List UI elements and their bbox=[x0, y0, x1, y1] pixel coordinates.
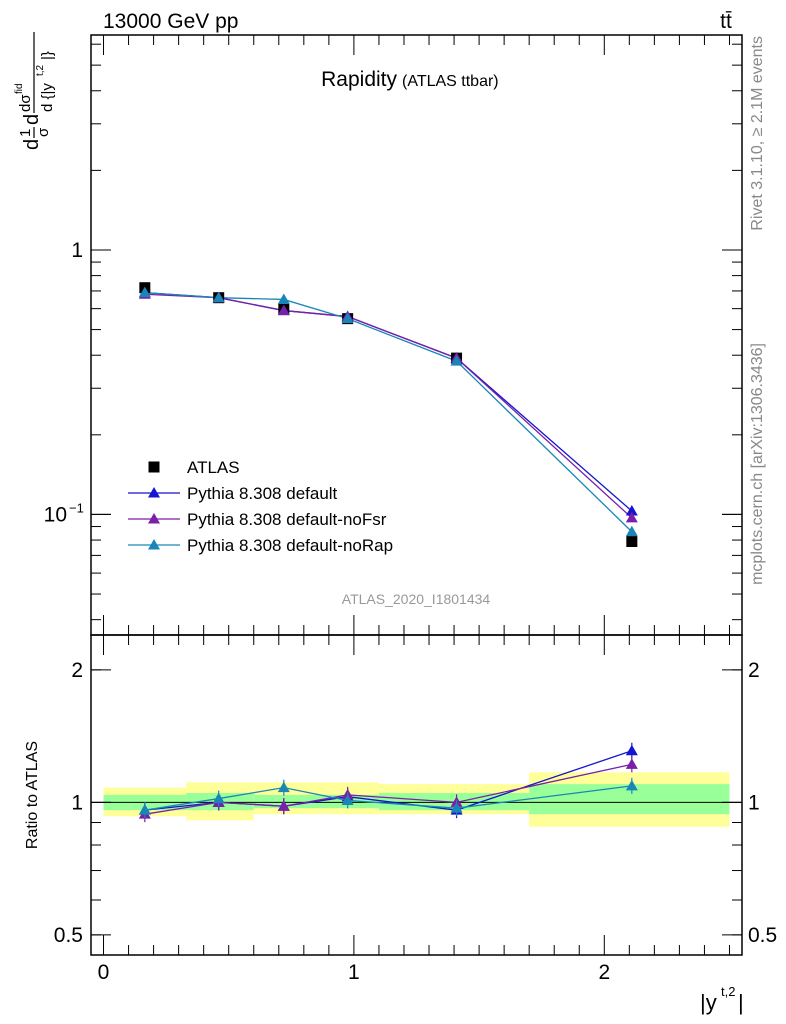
main-y-axis-label: d 1 σ d dσ fid d {|y t,2 |} bbox=[14, 32, 56, 150]
legend-marker-atlas bbox=[148, 461, 160, 473]
svg-text:d {|y: d {|y bbox=[39, 83, 56, 112]
ratio-point-series-1 bbox=[277, 800, 290, 811]
y-tick-label: 0.5 bbox=[54, 924, 83, 947]
ratio-frame bbox=[90, 634, 743, 956]
y-tick-label: 10 bbox=[44, 503, 67, 526]
main-series-group bbox=[138, 282, 638, 548]
ratio-y-axis-label: Ratio to ATLAS bbox=[24, 741, 41, 849]
data-point-series-3 bbox=[138, 286, 151, 298]
legend-marker bbox=[148, 513, 160, 524]
legend-marker bbox=[148, 539, 160, 550]
rivet-label: Rivet 3.1.10, ≥ 2.1M events bbox=[749, 36, 766, 231]
energy-label: 13000 GeV pp bbox=[103, 10, 238, 33]
ratio-line-2 bbox=[144, 785, 632, 811]
ratio-line-1 bbox=[144, 763, 632, 815]
x-tick-label: 2 bbox=[598, 961, 610, 984]
ratio-point-series-0 bbox=[625, 744, 638, 756]
ratio-axes: 2 2 1 1 0.5 0.5 0 1 2 bbox=[54, 634, 777, 984]
ratio-point-series-2 bbox=[138, 804, 151, 815]
ratio-point-series-2 bbox=[625, 779, 638, 791]
y-tick-label: 1 bbox=[71, 791, 83, 814]
legend-label: Pythia 8.308 default-noRap bbox=[187, 536, 393, 555]
y-tick-label: 1 bbox=[71, 239, 83, 262]
ratio-series-group bbox=[138, 742, 638, 823]
series-line-3 bbox=[144, 291, 633, 533]
analysis-watermark: ATLAS_2020_I1801434 bbox=[342, 591, 491, 607]
x-tick-label: 1 bbox=[348, 961, 360, 984]
data-point-series-3 bbox=[450, 355, 463, 366]
mcplots-label: mcplots.cern.ch [arXiv:1306.3436] bbox=[749, 343, 766, 585]
data-point-series-3 bbox=[341, 312, 354, 324]
x-tick-label: 0 bbox=[98, 961, 110, 984]
ratio-point-series-2 bbox=[212, 792, 225, 804]
legend-marker bbox=[148, 487, 160, 498]
y-tick-label: 2 bbox=[71, 659, 83, 682]
data-point-series-3 bbox=[212, 291, 225, 303]
legend: ATLAS Pythia 8.308 default Pythia 8.308 de… bbox=[128, 458, 393, 555]
chart-title: Rapidity bbox=[321, 68, 397, 91]
svg-text:t,2: t,2 bbox=[35, 64, 46, 76]
x-axis-label: |y t,2 | bbox=[700, 984, 744, 1015]
svg-text:t,2: t,2 bbox=[721, 984, 735, 999]
data-point-series-3 bbox=[625, 525, 638, 537]
legend-label: Pythia 8.308 default bbox=[187, 484, 338, 503]
y-tick-label-exponent: −1 bbox=[69, 500, 84, 515]
svg-text:|y: |y bbox=[700, 990, 717, 1015]
svg-text:d: d bbox=[21, 114, 43, 125]
chart-subtitle: (ATLAS ttbar) bbox=[402, 73, 499, 90]
main-panel: 1 10 −1 Rapidity (ATLAS ttbar) ATLAS_2020_… bbox=[14, 32, 743, 636]
svg-text:|: | bbox=[738, 990, 744, 1015]
svg-text:1: 1 bbox=[17, 129, 34, 137]
svg-text:dσ: dσ bbox=[17, 94, 34, 112]
ratio-panel: 2 2 1 1 0.5 0.5 0 1 2 Ratio to ATLAS |y t,2 | bbox=[24, 634, 777, 1015]
data-point-series-2 bbox=[625, 511, 638, 523]
legend-label: Pythia 8.308 default-noFsr bbox=[187, 510, 387, 529]
data-point-atlas bbox=[626, 536, 638, 548]
data-point-series-2 bbox=[277, 304, 290, 316]
ratio-point-series-2 bbox=[450, 802, 463, 813]
y-tick-label-right: 1 bbox=[748, 791, 760, 814]
ratio-point-series-2 bbox=[341, 794, 354, 805]
legend-label: ATLAS bbox=[187, 458, 240, 477]
svg-text:fid: fid bbox=[14, 83, 25, 94]
y-tick-label-right: 0.5 bbox=[748, 924, 777, 947]
ratio-point-series-2 bbox=[277, 781, 290, 793]
data-point-series-3 bbox=[277, 293, 290, 304]
data-point-series-1 bbox=[625, 505, 638, 516]
svg-text:d: d bbox=[21, 139, 43, 150]
ratio-line-0 bbox=[144, 750, 633, 811]
y-tick-label-right: 2 bbox=[748, 659, 760, 682]
svg-text:σ: σ bbox=[35, 127, 52, 137]
ratio-point-series-1 bbox=[625, 758, 638, 769]
svg-text:|}: |} bbox=[39, 51, 56, 60]
process-label: tt̄ bbox=[720, 10, 732, 33]
series-line-1 bbox=[144, 291, 633, 512]
